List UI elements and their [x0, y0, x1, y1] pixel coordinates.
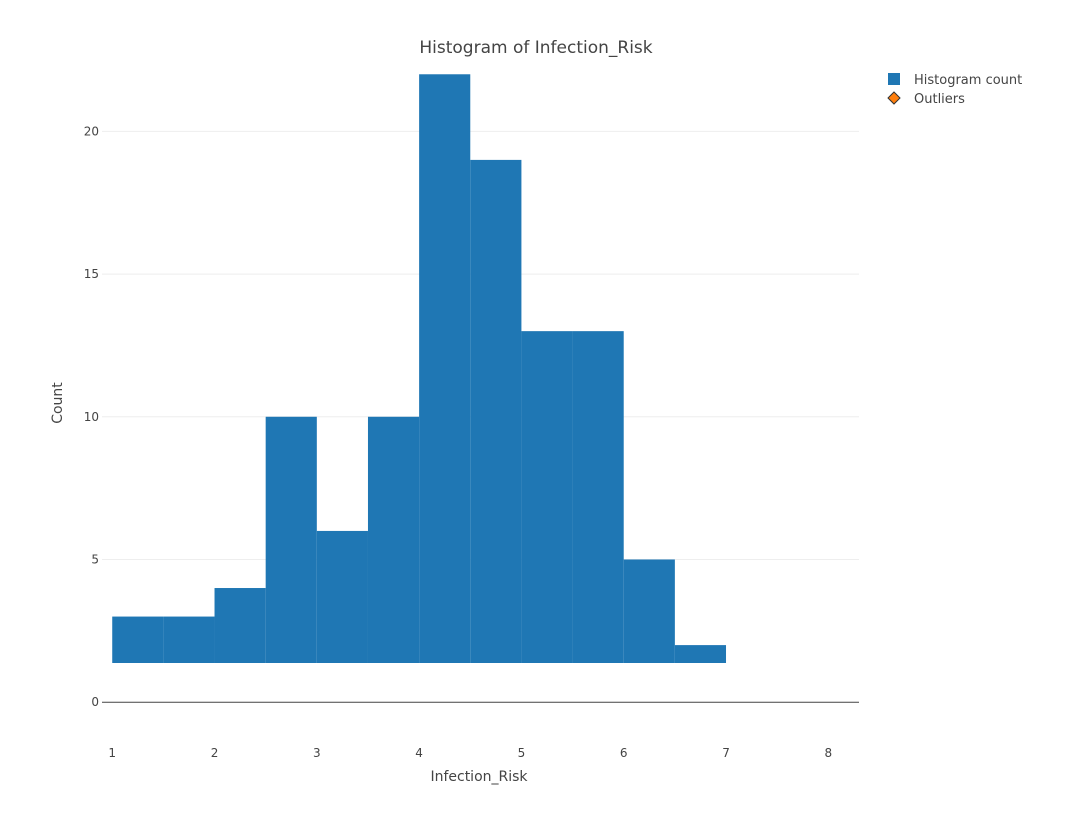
y-tick-label: 15 [84, 267, 99, 281]
x-tick-label: 4 [415, 746, 423, 760]
y-tick-label: 0 [91, 695, 99, 709]
histogram-bar [316, 530, 368, 663]
legend-diamond-icon [887, 91, 901, 105]
x-tick-label: 2 [211, 746, 219, 760]
y-tick-label: 10 [84, 410, 99, 424]
legend[interactable]: Histogram count Outliers [887, 73, 1022, 107]
histogram-bars [112, 74, 727, 664]
legend-item-outliers[interactable]: Outliers [887, 91, 965, 107]
chart-title: Histogram of Infection_Risk [419, 38, 652, 58]
x-tick-label: 1 [108, 746, 116, 760]
histogram-bar [572, 331, 624, 663]
histogram-bar [367, 416, 420, 663]
x-tick-label: 6 [620, 746, 628, 760]
x-axis-title: Infection_Risk [430, 769, 528, 785]
histogram-bar [623, 559, 675, 663]
legend-label-outliers: Outliers [914, 92, 965, 107]
x-tick-label: 3 [313, 746, 321, 760]
x-tick-labels: 1 2 3 4 5 6 7 8 [108, 746, 832, 760]
x-tick-label: 8 [824, 746, 832, 760]
y-tick-label: 5 [91, 552, 99, 566]
histogram-bar [521, 331, 573, 663]
x-tick-label: 5 [518, 746, 526, 760]
histogram-bar [265, 416, 317, 663]
y-tick-labels: 0 5 10 15 20 [84, 124, 99, 709]
histogram-bar [419, 74, 471, 664]
x-tick-label: 7 [722, 746, 730, 760]
histogram-bar [674, 645, 727, 663]
histogram-bar [163, 616, 215, 663]
legend-square-icon [888, 73, 900, 85]
histogram-bar [470, 159, 522, 664]
histogram-bar [112, 616, 164, 663]
legend-item-histogram-count[interactable]: Histogram count [888, 73, 1022, 88]
histogram-bar [214, 588, 266, 663]
y-axis-title: Count [50, 382, 66, 424]
y-tick-label: 20 [84, 124, 99, 138]
legend-label-histogram-count: Histogram count [914, 73, 1022, 88]
